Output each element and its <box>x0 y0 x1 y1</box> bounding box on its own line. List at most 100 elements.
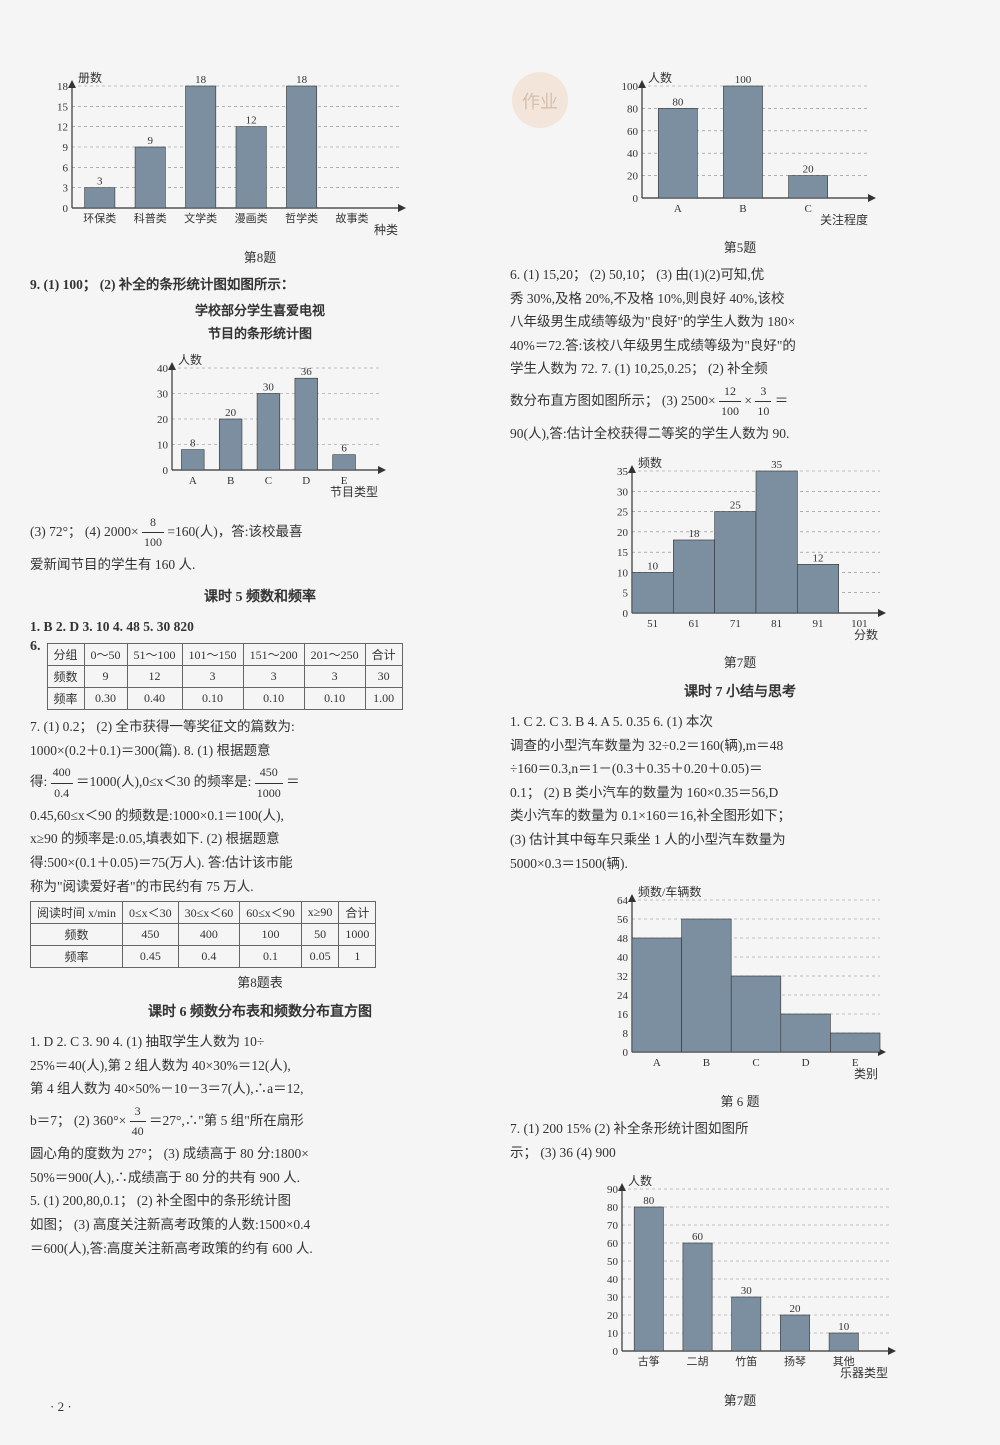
svg-text:10: 10 <box>607 1328 619 1340</box>
svg-text:30: 30 <box>617 486 629 498</box>
svg-text:分数: 分数 <box>854 627 878 642</box>
svg-text:30: 30 <box>607 1292 619 1304</box>
q9-title2: 节目的条形统计图 <box>30 323 490 342</box>
svg-text:36: 36 <box>301 366 313 378</box>
svg-text:10: 10 <box>617 567 629 579</box>
r-l3: 八年级男生成绩等级为"良好"的学生人数为 180× <box>510 311 970 333</box>
section6-title: 课时 6 频数分布表和频数分布直方图 <box>30 1001 490 1021</box>
s6-l5: 圆心角的度数为 27°； (3) 成绩高于 80 分:1800× <box>30 1143 490 1165</box>
svg-text:漫画类: 漫画类 <box>235 211 268 225</box>
svg-text:0: 0 <box>163 465 169 477</box>
svg-text:10: 10 <box>838 1321 850 1333</box>
q9-line2: (3) 72°； (4) 2000× 8100 =160(人)，答:该校最喜 <box>30 513 490 552</box>
svg-text:关注程度: 关注程度 <box>820 212 868 227</box>
svg-text:90: 90 <box>607 1184 619 1196</box>
frac-icon: 310 <box>755 382 771 421</box>
svg-text:40: 40 <box>627 148 639 160</box>
frac-icon: 340 <box>130 1102 146 1141</box>
svg-text:9: 9 <box>63 142 69 154</box>
svg-text:40: 40 <box>157 363 169 375</box>
chart5-wrap: 020406080100人数80A100B20C关注程度 第5题 <box>510 68 970 256</box>
table8: 阅读时间 x/min0≤x＜3030≤x＜6060≤x＜90x≥90合计频数45… <box>30 901 376 968</box>
s7-l2: 调查的小型汽车数量为 32÷0.2＝160(辆),m＝48 <box>510 735 970 757</box>
svg-text:30: 30 <box>263 381 275 393</box>
svg-text:12: 12 <box>813 552 824 564</box>
svg-text:C: C <box>752 1057 759 1069</box>
svg-text:环保类: 环保类 <box>83 211 116 225</box>
svg-text:20: 20 <box>803 164 815 176</box>
r-l7: 90(人),答:估计全校获得二等奖的学生人数为 90. <box>510 423 970 445</box>
frac-icon: 4501000 <box>255 763 283 802</box>
svg-text:18: 18 <box>57 81 69 93</box>
svg-text:30: 30 <box>741 1285 753 1297</box>
s5-q7-l4: 0.45,60≤x＜90 的频数是:1000×0.1＝100(人), <box>30 805 490 827</box>
svg-text:20: 20 <box>627 171 639 183</box>
svg-text:故事类: 故事类 <box>336 211 369 225</box>
s6-l7: 5. (1) 200,80,0.1； (2) 补全图中的条形统计图 <box>30 1190 490 1212</box>
chart5-caption: 第5题 <box>510 237 970 256</box>
s6-l3: 第 4 组人数为 40×50%－10－3＝7(人),∴a＝12, <box>30 1078 490 1100</box>
svg-text:竹笛: 竹笛 <box>735 1354 757 1368</box>
s7b-l1: 7. (1) 200 15% (2) 补全条形统计图如图所 <box>510 1118 970 1140</box>
svg-text:61: 61 <box>689 618 700 630</box>
s5-q6-label: 6. <box>30 639 41 655</box>
svg-text:古筝: 古筝 <box>638 1354 660 1368</box>
q9-line3: 爱新闻节目的学生有 160 人. <box>30 554 490 576</box>
chart7b-svg: 0102030405060708090人数80古筝60二胡30竹笛20扬琴10其… <box>580 1171 900 1381</box>
svg-text:频数/车辆数: 频数/车辆数 <box>638 884 701 899</box>
svg-text:类别: 类别 <box>854 1067 878 1081</box>
s5-q7-l3: 得: 4000.4 ＝1000(人),0≤x＜30 的频率是: 4501000 … <box>30 763 490 802</box>
s7-l5: 类小汽车的数量为 0.1×160＝16,补全图形如下； <box>510 805 970 827</box>
svg-text:0: 0 <box>623 608 629 620</box>
svg-text:3: 3 <box>97 176 103 188</box>
svg-text:作业: 作业 <box>522 92 558 112</box>
svg-text:20: 20 <box>225 407 237 419</box>
svg-text:18: 18 <box>296 74 308 86</box>
svg-text:人数: 人数 <box>178 352 202 367</box>
s7-l3: ÷160＝0.3,n＝1－(0.3＋0.35＋0.20＋0.05)＝ <box>510 758 970 780</box>
chart7b-wrap: 0102030405060708090人数80古筝60二胡30竹笛20扬琴10其… <box>510 1171 970 1409</box>
chart8-caption: 第8题 <box>30 247 490 266</box>
svg-text:24: 24 <box>617 990 629 1002</box>
svg-text:二胡: 二胡 <box>687 1354 709 1368</box>
chart8-svg: 0369121518册数3环保类9科普类18文学类12漫画类18哲学类故事类种类 <box>30 68 410 238</box>
svg-text:12: 12 <box>57 122 68 134</box>
svg-text:25: 25 <box>617 507 629 519</box>
svg-text:频数: 频数 <box>638 455 662 470</box>
chart6-svg: 0816243240485664频数/车辆数ABCDE类别 <box>590 882 890 1082</box>
q9-l2a: (3) 72°； (4) 2000× <box>30 523 139 538</box>
chart6-caption: 第 6 题 <box>510 1091 970 1110</box>
svg-text:8: 8 <box>190 437 196 449</box>
svg-text:C: C <box>804 203 811 215</box>
s7b-l2: 示； (3) 36 (4) 900 <box>510 1142 970 1164</box>
svg-text:文学类: 文学类 <box>184 211 217 225</box>
svg-text:56: 56 <box>617 914 629 926</box>
svg-text:50: 50 <box>607 1256 619 1268</box>
svg-text:6: 6 <box>63 162 69 174</box>
svg-text:册数: 册数 <box>78 70 102 85</box>
chart8-wrap: 0369121518册数3环保类9科普类18文学类12漫画类18哲学类故事类种类… <box>30 68 490 266</box>
r-l4: 40%＝72.答:该校八年级男生成绩等级为"良好"的 <box>510 335 970 357</box>
chart7-wrap: 05101520253035频数10511861257135811291101分… <box>510 453 970 671</box>
svg-text:18: 18 <box>689 528 701 540</box>
r-l5: 学生人数为 72. 7. (1) 10,25,0.25； (2) 补全频 <box>510 358 970 380</box>
table8-caption: 第8题表 <box>30 972 490 991</box>
svg-text:9: 9 <box>147 135 153 147</box>
svg-text:6: 6 <box>341 442 347 454</box>
svg-text:51: 51 <box>647 618 658 630</box>
svg-text:60: 60 <box>607 1238 619 1250</box>
s6-l4: b＝7； (2) 360°× 340 ＝27°,∴"第 5 组"所在扇形 <box>30 1102 490 1141</box>
svg-text:D: D <box>802 1057 810 1069</box>
svg-text:人数: 人数 <box>628 1173 652 1188</box>
svg-text:71: 71 <box>730 618 741 630</box>
s5-q7-l5: x≥90 的频率是:0.05,填表如下. (2) 根据题意 <box>30 828 490 850</box>
svg-text:18: 18 <box>195 74 207 86</box>
s5-answers: 1. B 2. D 3. 10 4. 48 5. 30 820 <box>30 616 490 638</box>
svg-text:80: 80 <box>643 1195 655 1207</box>
table6: 分组0～5051～100101～150151～200201～250合计频数912… <box>47 643 403 710</box>
svg-text:100: 100 <box>622 81 639 93</box>
chart7-caption: 第7题 <box>510 652 970 671</box>
r-l1: 6. (1) 15,20； (2) 50,10； (3) 由(1)(2)可知,优 <box>510 264 970 286</box>
svg-text:100: 100 <box>735 74 752 86</box>
svg-text:48: 48 <box>617 933 629 945</box>
